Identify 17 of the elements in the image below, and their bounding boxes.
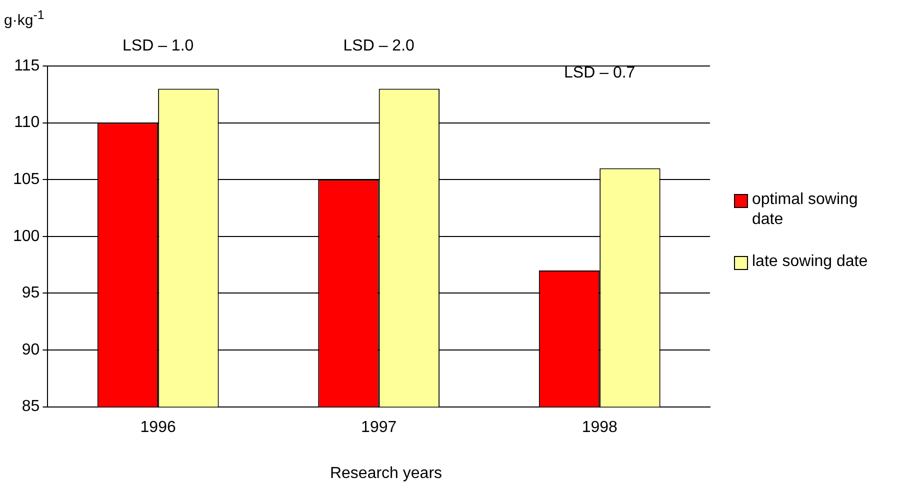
x-tick-label: 1997 <box>361 418 397 436</box>
y-tick-label: 110 <box>14 114 40 132</box>
annotation: LSD – 0.7 <box>564 64 636 82</box>
text: LSD – 2.0 <box>343 37 415 54</box>
y-tick-label: 85 <box>22 398 40 416</box>
x-tick-label: 1996 <box>140 418 176 436</box>
x-tick-label: 1998 <box>582 418 618 436</box>
y-tick-label: 105 <box>12 171 40 188</box>
y-tick-label: 100 <box>12 228 40 245</box>
y-tick-label: 95 <box>22 284 40 302</box>
x-axis-title: Research years <box>328 465 444 483</box>
legend-label: late sowing date <box>752 252 868 272</box>
y-axis-title: g·kg$^{-1}$ <box>4 8 44 29</box>
legend-label: optimal sowing date <box>752 190 859 230</box>
y-tick-label: 115 <box>14 57 40 74</box>
y-tick-label: 90 <box>22 341 40 358</box>
text: LSD – 1.0 <box>122 37 194 54</box>
